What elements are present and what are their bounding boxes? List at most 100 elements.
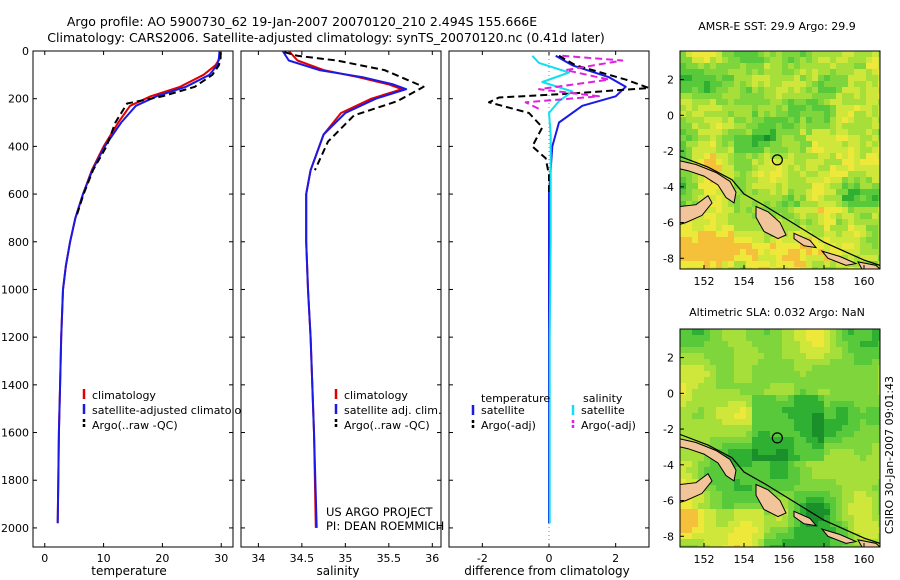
field-cell bbox=[800, 479, 806, 485]
map-ytick-label: -8 bbox=[663, 252, 674, 265]
field-cell bbox=[776, 479, 782, 485]
field-cell bbox=[740, 371, 746, 377]
field-cell bbox=[686, 347, 692, 353]
field-cell bbox=[818, 135, 824, 141]
field-cell bbox=[752, 539, 758, 545]
field-cell bbox=[728, 389, 734, 395]
field-cell bbox=[764, 87, 770, 93]
field-cell bbox=[818, 123, 824, 129]
field-cell bbox=[872, 189, 878, 195]
field-cell bbox=[878, 527, 880, 533]
field-cell bbox=[806, 105, 812, 111]
field-cell bbox=[734, 347, 740, 353]
field-cell bbox=[692, 479, 698, 485]
depth-tick-label: 0 bbox=[22, 45, 29, 58]
field-cell bbox=[818, 195, 824, 201]
field-cell bbox=[698, 189, 704, 195]
field-cell bbox=[764, 267, 770, 269]
field-cell bbox=[776, 527, 782, 533]
field-cell bbox=[860, 383, 866, 389]
field-cell bbox=[710, 431, 716, 437]
field-cell bbox=[806, 147, 812, 153]
field-cell bbox=[722, 539, 728, 545]
field-cell bbox=[764, 183, 770, 189]
field-cell bbox=[710, 539, 716, 545]
field-cell bbox=[746, 467, 752, 473]
difference-series-line bbox=[524, 54, 624, 112]
field-cell bbox=[866, 171, 872, 177]
field-cell bbox=[788, 81, 794, 87]
field-cell bbox=[752, 141, 758, 147]
field-cell bbox=[692, 407, 698, 413]
field-cell bbox=[878, 93, 880, 99]
field-cell bbox=[734, 479, 740, 485]
field-cell bbox=[746, 81, 752, 87]
field-cell bbox=[818, 455, 824, 461]
field-cell bbox=[764, 123, 770, 129]
field-cell bbox=[830, 63, 836, 69]
map-ytick-label: -6 bbox=[663, 217, 674, 230]
field-cell bbox=[854, 117, 860, 123]
field-cell bbox=[848, 177, 854, 183]
field-cell bbox=[824, 135, 830, 141]
field-cell bbox=[806, 153, 812, 159]
field-cell bbox=[866, 183, 872, 189]
legend-header-temperature: temperature bbox=[481, 392, 550, 405]
field-cell bbox=[872, 413, 878, 419]
field-cell bbox=[776, 51, 782, 57]
field-cell bbox=[740, 407, 746, 413]
field-cell bbox=[740, 515, 746, 521]
field-cell bbox=[734, 533, 740, 539]
field-cell bbox=[686, 395, 692, 401]
field-cell bbox=[806, 401, 812, 407]
field-cell bbox=[872, 449, 878, 455]
field-cell bbox=[728, 425, 734, 431]
field-cell bbox=[866, 443, 872, 449]
field-cell bbox=[842, 497, 848, 503]
field-cell bbox=[728, 141, 734, 147]
field-cell bbox=[800, 63, 806, 69]
field-cell bbox=[842, 461, 848, 467]
field-cell bbox=[830, 99, 836, 105]
field-cell bbox=[830, 515, 836, 521]
field-cell bbox=[782, 329, 788, 335]
field-cell bbox=[728, 431, 734, 437]
field-cell bbox=[680, 87, 686, 93]
field-cell bbox=[722, 515, 728, 521]
map-ytick-label: -4 bbox=[663, 459, 674, 472]
field-cell bbox=[848, 329, 854, 335]
difference-series-group bbox=[488, 54, 649, 524]
field-cell bbox=[722, 365, 728, 371]
field-cell bbox=[782, 365, 788, 371]
field-cell bbox=[866, 231, 872, 237]
field-cell bbox=[764, 473, 770, 479]
field-cell bbox=[860, 105, 866, 111]
field-cell bbox=[692, 255, 698, 261]
field-cell bbox=[788, 87, 794, 93]
temperature-series-line bbox=[74, 52, 222, 219]
field-cell bbox=[848, 347, 854, 353]
field-cell bbox=[752, 219, 758, 225]
field-cell bbox=[878, 425, 880, 431]
field-cell bbox=[686, 147, 692, 153]
field-cell bbox=[800, 141, 806, 147]
field-cell bbox=[848, 255, 854, 261]
field-cell bbox=[752, 129, 758, 135]
field-cell bbox=[740, 533, 746, 539]
field-cell bbox=[788, 479, 794, 485]
field-cell bbox=[854, 231, 860, 237]
field-cell bbox=[800, 383, 806, 389]
field-cell bbox=[848, 135, 854, 141]
land-polygon bbox=[793, 232, 818, 249]
field-cell bbox=[818, 341, 824, 347]
field-cell bbox=[710, 383, 716, 389]
field-cell bbox=[860, 129, 866, 135]
field-cell bbox=[854, 123, 860, 129]
field-cell bbox=[716, 539, 722, 545]
field-cell bbox=[836, 449, 842, 455]
field-cell bbox=[698, 395, 704, 401]
field-cell bbox=[872, 527, 878, 533]
field-cell bbox=[836, 237, 842, 243]
field-cell bbox=[842, 371, 848, 377]
